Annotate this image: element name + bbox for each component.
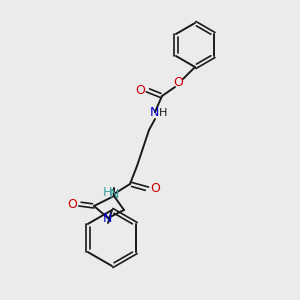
Text: H: H bbox=[102, 187, 112, 200]
Text: O: O bbox=[150, 182, 160, 196]
Text: O: O bbox=[173, 76, 183, 88]
Text: O: O bbox=[67, 197, 77, 211]
Text: N: N bbox=[149, 106, 159, 119]
Text: N: N bbox=[102, 212, 112, 226]
Text: H: H bbox=[159, 108, 167, 118]
Text: O: O bbox=[135, 83, 145, 97]
Text: N: N bbox=[109, 188, 119, 202]
